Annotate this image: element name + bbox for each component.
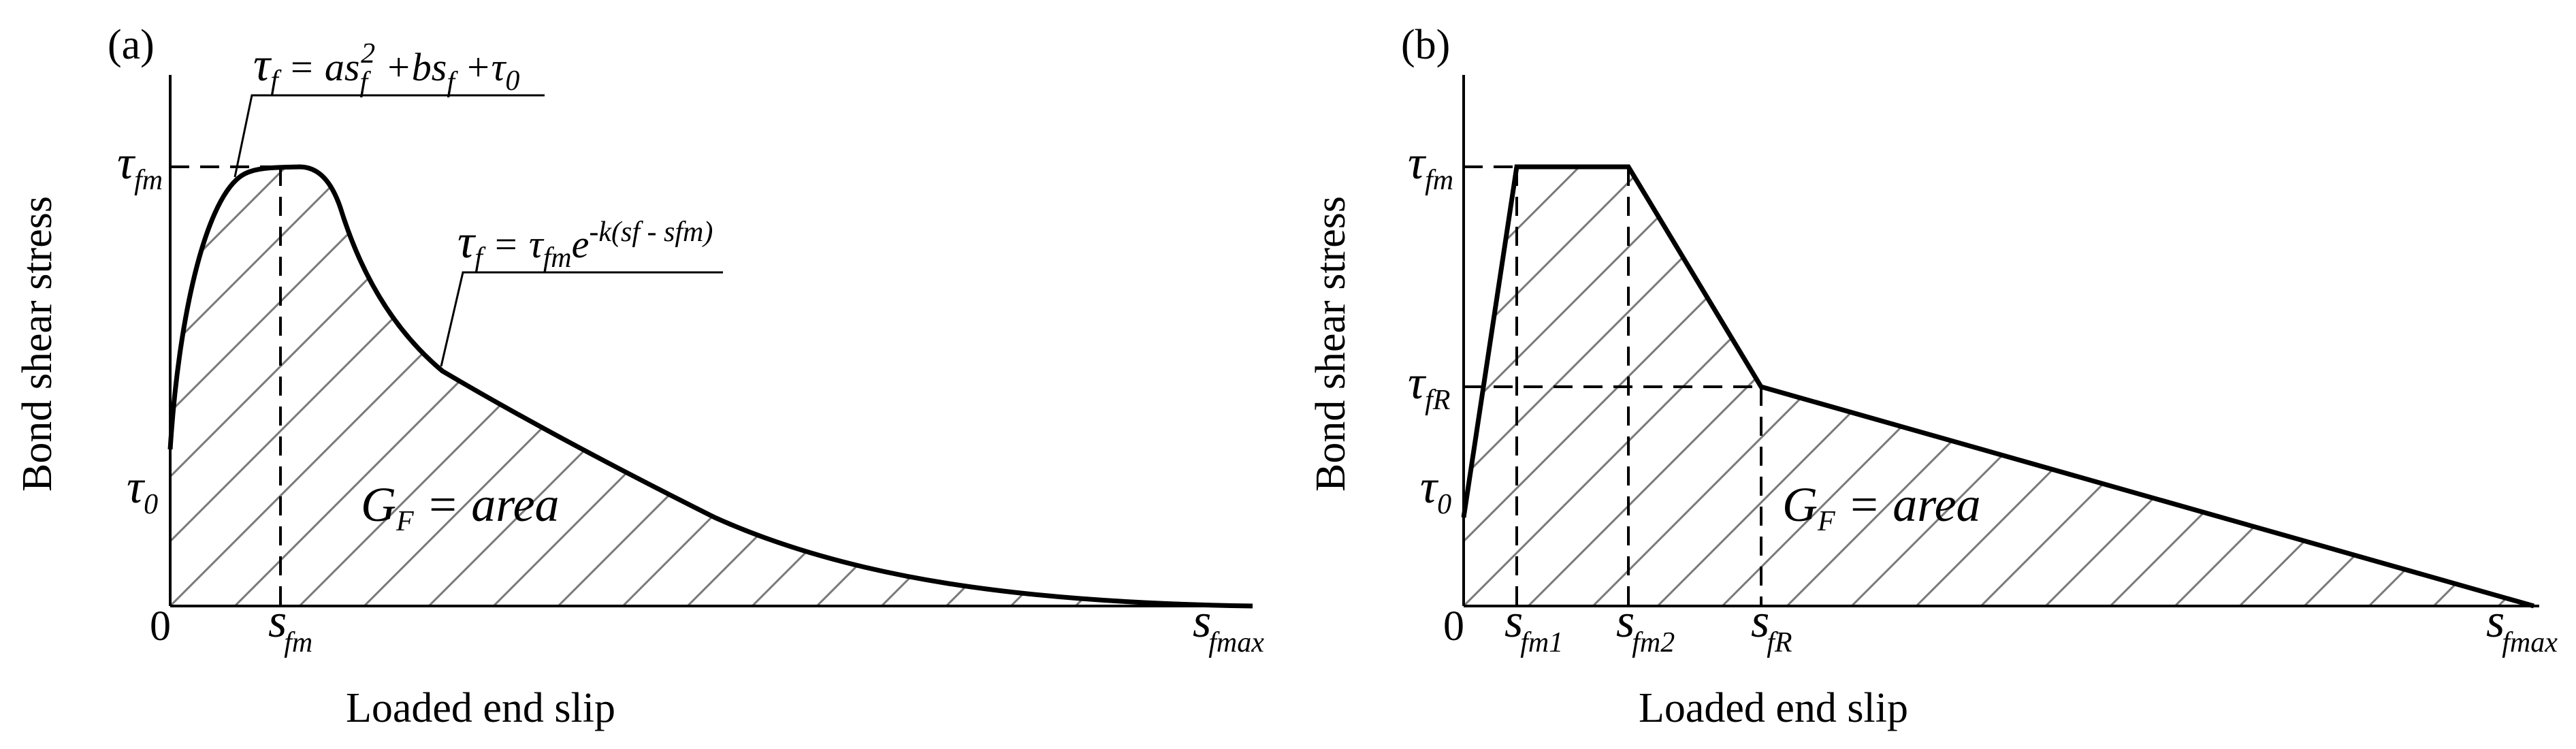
panel-a-equation-1: τf = asf2 +bsf +τ0 xyxy=(253,38,519,98)
panel-a-bond-slip-curve xyxy=(167,164,1253,609)
panel-a-origin-label: 0 xyxy=(150,603,171,650)
panel-b-y-axis-title: Bond shear stress xyxy=(1308,196,1354,492)
panel-a-equation-1-leader xyxy=(234,94,545,178)
panel-a-area-fill xyxy=(170,167,1253,606)
panel-b: (b) τfm τfR τ0 0 sfm1 sfm2 xyxy=(1308,22,2558,731)
panel-b-bond-slip-curve xyxy=(1461,164,2534,609)
panel-b-origin-label: 0 xyxy=(1443,603,1464,650)
panel-a-y-axis-title: Bond shear stress xyxy=(14,196,61,492)
panel-a-tau-fm-label: τfm xyxy=(117,137,163,196)
panel-b-tau-0-label: τ0 xyxy=(1420,461,1451,520)
panel-b-x-axis-title: Loaded end slip xyxy=(1639,685,1908,731)
panel-b-area-fill xyxy=(1464,167,2534,606)
panel-b-tau-fR-label: τfR xyxy=(1408,357,1450,416)
panel-a-equation-2-leader xyxy=(440,271,723,367)
panel-b-label: (b) xyxy=(1401,22,1450,68)
panel-b-s-fm2-label: sfm2 xyxy=(1616,595,1675,658)
panel-b-s-fmax-label: sfmax xyxy=(2486,595,2558,658)
panel-a: (a) τfm τ0 0 sfm sfmax Bond shear xyxy=(14,22,1264,731)
panel-a-tau-0-label: τ0 xyxy=(127,461,158,520)
panel-a-s-fmax-label: sfmax xyxy=(1193,595,1264,658)
panel-b-area-label: GF = area xyxy=(1782,477,1981,537)
panel-b-s-fm1-label: sfm1 xyxy=(1504,595,1563,658)
panel-b-tau-fm-label: τfm xyxy=(1408,137,1453,196)
panel-a-x-axis-title: Loaded end slip xyxy=(346,685,615,731)
panel-a-s-fm-label: sfm xyxy=(268,595,312,658)
panel-a-equation-2: τf = τfme-k(sf - sfm) xyxy=(457,216,713,274)
panel-b-s-fR-label: sfR xyxy=(1751,595,1792,658)
panel-a-label: (a) xyxy=(108,22,155,68)
panel-a-area-label: GF = area xyxy=(361,477,560,537)
